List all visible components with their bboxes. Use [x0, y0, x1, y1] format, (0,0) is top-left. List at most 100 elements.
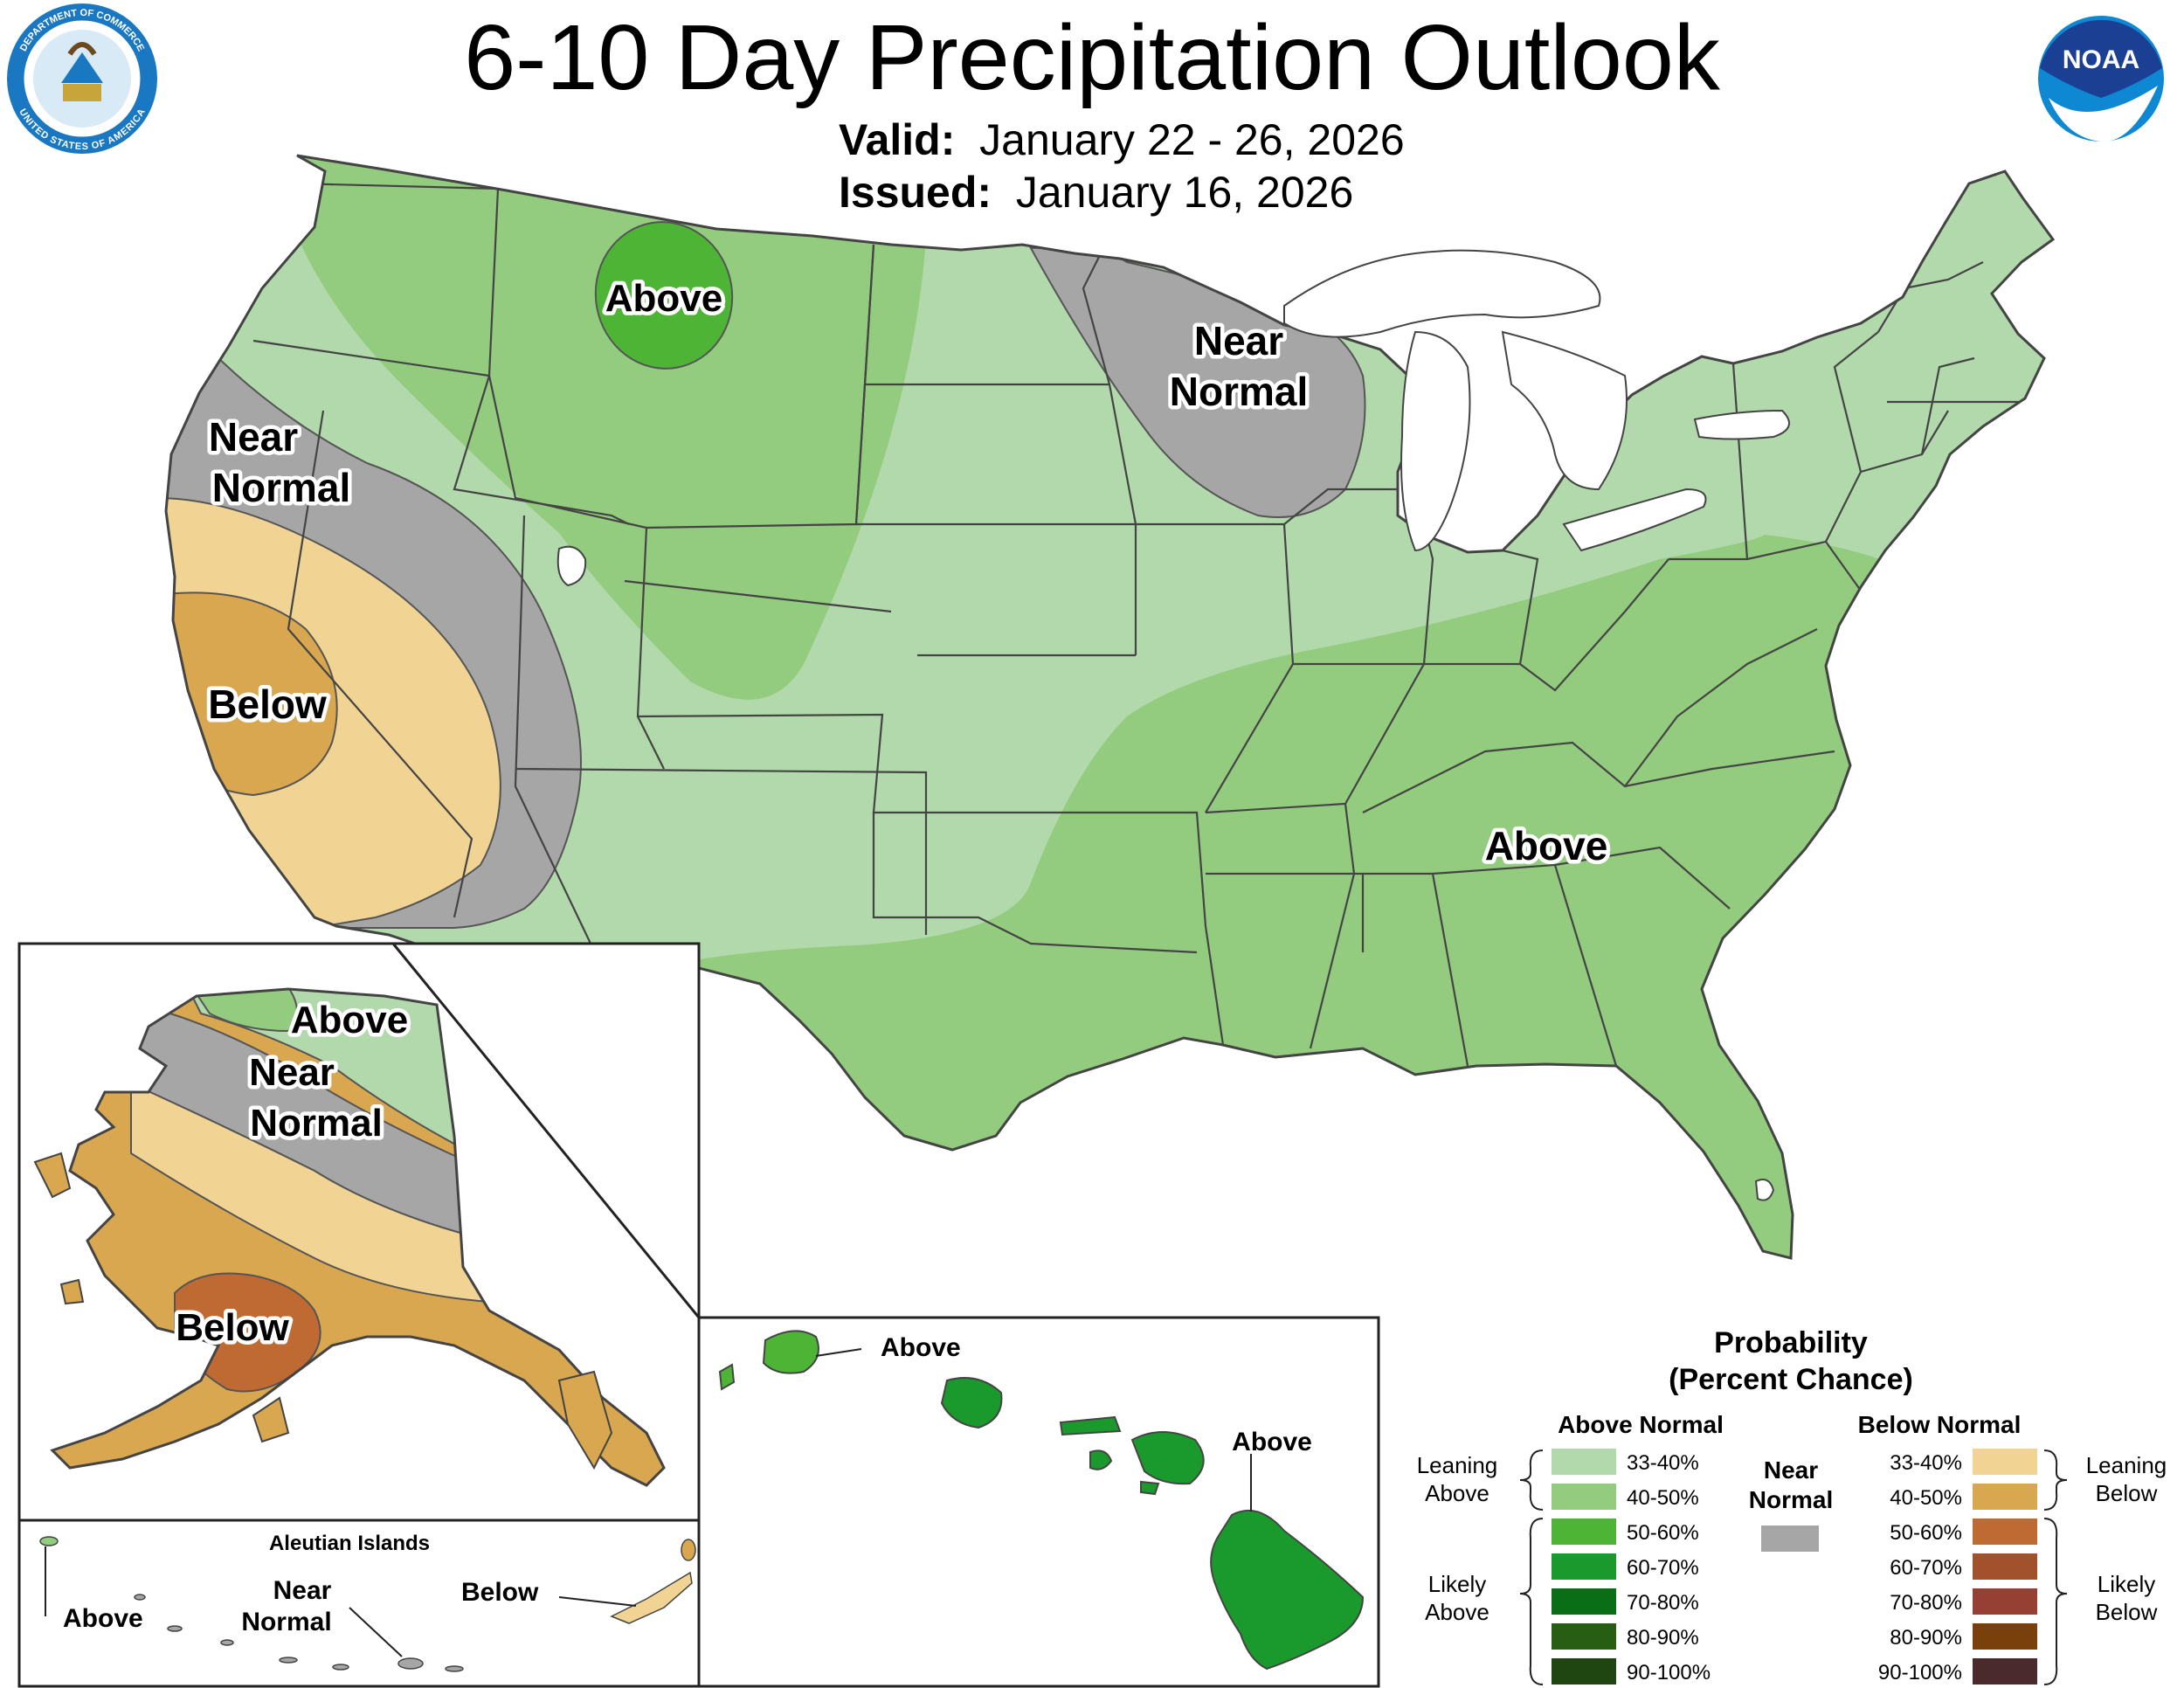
- lake-okeechobee: [1754, 1179, 1775, 1201]
- range-below-5: 80-90%: [1890, 1626, 1962, 1650]
- noaa-logo-icon: NOAA: [2038, 16, 2164, 142]
- lake-michigan: [1400, 330, 1471, 552]
- label-above-southeast: Above: [1485, 823, 1608, 868]
- aleutian-islands: [39, 1536, 696, 1672]
- swatch-below-50-60: [1973, 1519, 2037, 1545]
- swatch-below-70-80: [1973, 1588, 2037, 1615]
- label-near-minnesota-1: Near: [1194, 318, 1283, 363]
- alaska-inset: Above Near Normal Below: [17, 942, 701, 1522]
- label-near-california-1: Near: [209, 414, 298, 460]
- valid-dates: January 22 - 26, 2026: [979, 115, 1405, 164]
- issued-line: Issued: January 16, 2026: [839, 166, 1353, 218]
- legend-below-ranges: 33-40% 40-50% 50-60% 60-70% 70-80% 80-90…: [1878, 1451, 1962, 1685]
- aleutian-inset: Aleutian Islands Above Near Normal Below: [17, 1519, 701, 1688]
- ak-label-near-1: Near: [249, 1051, 335, 1094]
- range-above-0: 33-40%: [1627, 1451, 1699, 1475]
- swatch-above-80-90: [1552, 1623, 1616, 1650]
- ak-label-above: Above: [291, 999, 408, 1041]
- island-maui: [1130, 1431, 1205, 1485]
- range-above-4: 70-80%: [1627, 1591, 1699, 1615]
- hawaii-label-above-kauai: Above: [881, 1333, 961, 1362]
- lake-huron: [1501, 330, 1628, 491]
- zone-above-40-50-northwest: [297, 156, 929, 700]
- aleutian-label-near-2: Normal: [241, 1608, 331, 1636]
- legend-likely-above-1: Likely: [1428, 1571, 1486, 1597]
- swatch-above-40-50: [1552, 1484, 1616, 1510]
- legend-title-1: Probability: [1714, 1326, 1868, 1359]
- commerce-seal-icon: DEPARTMENT OF COMMERCE UNITED STATES OF …: [7, 3, 157, 154]
- range-above-2: 50-60%: [1627, 1521, 1699, 1545]
- range-below-0: 33-40%: [1890, 1451, 1962, 1475]
- noaa-logo-text: NOAA: [2063, 45, 2139, 74]
- brace-leaning-below: [2043, 1449, 2068, 1511]
- legend-leaning-above-2: Above: [1425, 1480, 1489, 1506]
- aleutian-label-above: Above: [63, 1604, 143, 1633]
- hawaii-inset: Above Above: [697, 1316, 1380, 1688]
- range-above-6: 90-100%: [1627, 1661, 1711, 1685]
- swatch-near-normal: [1761, 1525, 1819, 1552]
- range-above-5: 80-90%: [1627, 1626, 1699, 1650]
- issued-date: January 16, 2026: [1015, 168, 1354, 217]
- legend-likely-below-1: Likely: [2098, 1571, 2155, 1597]
- state-boundaries: [252, 182, 2027, 1067]
- swatch-below-60-70: [1973, 1553, 2037, 1580]
- legend: Probability (Percent Chance) Above Norma…: [1417, 1326, 2167, 1685]
- label-near-california-2: Normal: [212, 465, 350, 510]
- aleutian-label-near-1: Near: [273, 1576, 332, 1605]
- hawaii-label-above-big-island: Above: [1232, 1428, 1312, 1456]
- legend-leaning-above-1: Leaning: [1417, 1452, 1498, 1478]
- aleutian-label-below: Below: [461, 1578, 539, 1607]
- great-salt-lake: [556, 545, 587, 587]
- range-below-6: 90-100%: [1878, 1661, 1962, 1685]
- hawaii-islands: [718, 1330, 1365, 1671]
- ak-label-near-2: Normal: [250, 1102, 383, 1145]
- legend-title-2: (Percent Chance): [1669, 1363, 1913, 1396]
- swatch-below-80-90: [1973, 1623, 2037, 1650]
- brace-leaning-above: [1519, 1449, 1544, 1511]
- range-below-2: 50-60%: [1890, 1521, 1962, 1545]
- island-kahoolawe: [1140, 1480, 1160, 1496]
- island-molokai: [1059, 1415, 1122, 1436]
- ak-label-below: Below: [176, 1306, 289, 1349]
- label-above-montana: Above: [605, 277, 722, 320]
- valid-label: Valid:: [839, 115, 956, 164]
- range-below-4: 70-80%: [1890, 1591, 1962, 1615]
- brace-likely-below: [2043, 1518, 2068, 1685]
- swatch-above-70-80: [1552, 1588, 1616, 1615]
- lake-erie: [1562, 488, 1707, 552]
- island-oahu: [940, 1377, 1003, 1429]
- label-near-minnesota-2: Normal: [1170, 369, 1308, 414]
- range-above-1: 40-50%: [1627, 1486, 1699, 1510]
- legend-near-2: Normal: [1749, 1486, 1833, 1513]
- legend-likely-below-2: Below: [2096, 1599, 2158, 1625]
- issued-label: Issued:: [839, 168, 992, 217]
- legend-below-swatches: [1973, 1449, 2037, 1685]
- legend-above-header: Above Normal: [1558, 1411, 1724, 1438]
- legend-above-swatches: [1552, 1449, 1616, 1685]
- range-below-3: 60-70%: [1890, 1556, 1962, 1580]
- swatch-above-60-70: [1552, 1553, 1616, 1580]
- zone-above-50-60-montana: [594, 221, 734, 370]
- lake-superior: [1283, 249, 1601, 338]
- legend-likely-above-2: Above: [1425, 1599, 1489, 1625]
- legend-below-header: Below Normal: [1858, 1411, 2022, 1438]
- brace-likely-above: [1519, 1518, 1544, 1685]
- island-kauai: [762, 1330, 819, 1374]
- ak-zone-above-50: [190, 989, 298, 1033]
- legend-above-ranges: 33-40% 40-50% 50-60% 60-70% 70-80% 80-90…: [1627, 1451, 1711, 1685]
- legend-leaning-below-2: Below: [2096, 1480, 2158, 1506]
- swatch-below-33-40: [1973, 1449, 2037, 1475]
- island-hawaii: [1210, 1509, 1365, 1671]
- label-below-california: Below: [208, 681, 327, 727]
- alaska-islands: [33, 1152, 613, 1470]
- range-below-1: 40-50%: [1890, 1486, 1962, 1510]
- lake-ontario: [1693, 409, 1790, 440]
- aleutian-title: Aleutian Islands: [269, 1532, 430, 1555]
- map-title: 6-10 Day Precipitation Outlook: [464, 6, 1720, 109]
- island-niihau: [718, 1363, 736, 1391]
- swatch-above-50-60: [1552, 1519, 1616, 1545]
- swatch-above-90-100: [1552, 1658, 1616, 1685]
- swatch-above-33-40: [1552, 1449, 1616, 1475]
- swatch-below-90-100: [1973, 1658, 2037, 1685]
